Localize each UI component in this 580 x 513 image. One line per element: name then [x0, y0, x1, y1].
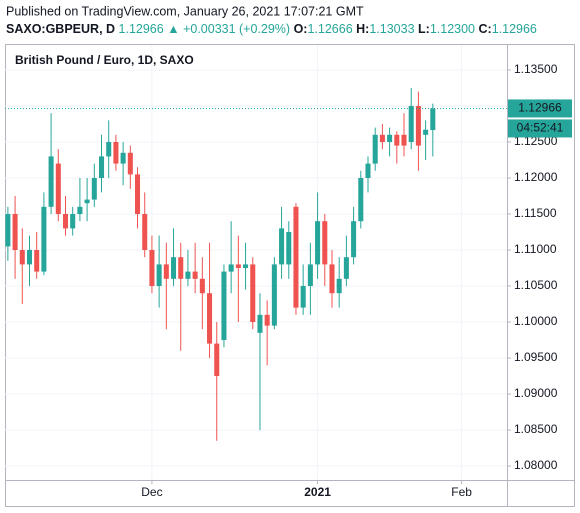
candle-body — [415, 105, 421, 146]
h: 1.13033 — [369, 22, 414, 36]
o: 1.12666 — [307, 22, 352, 36]
y-tick-label: 1.09000 — [514, 386, 558, 400]
candle-body — [135, 174, 141, 215]
candle-body — [423, 129, 429, 135]
candle-body — [387, 134, 393, 142]
symbol-line: SAXO:GBPEUR, D 1.12966 ▲ +0.00331 (+0.29… — [6, 22, 537, 36]
candle-body — [26, 250, 33, 265]
x-tick-label: 2021 — [304, 485, 331, 499]
candle-body — [430, 108, 436, 131]
price: 1.12966 — [119, 22, 164, 36]
x-tick-label: Dec — [141, 485, 162, 499]
candle-body — [171, 257, 177, 279]
published: Published on TradingView.com, January 26… — [6, 4, 364, 18]
candle-body — [214, 343, 220, 377]
countdown-box — [508, 119, 572, 138]
candle-body — [48, 156, 54, 207]
candle-body — [401, 134, 407, 146]
candle-body — [127, 152, 133, 175]
candle-body — [271, 264, 277, 326]
candle-body — [322, 221, 328, 265]
candle-body — [55, 163, 61, 215]
candle-body — [307, 264, 313, 287]
y-tick-label: 1.08000 — [514, 458, 558, 472]
frame — [5, 44, 575, 507]
candle-body — [98, 156, 105, 178]
l: 1.12300 — [430, 22, 475, 36]
candle-body — [279, 228, 285, 265]
y-tick-label: 1.10000 — [514, 314, 558, 328]
candle-body — [12, 214, 18, 251]
candle-body — [365, 163, 371, 178]
y-tick-label: 1.08500 — [514, 422, 558, 436]
c-label: C: — [479, 22, 492, 36]
chart-title: British Pound / Euro, 1D, SAXO — [15, 53, 194, 67]
y-tick-label: 1.11000 — [514, 242, 557, 256]
candle-body — [408, 105, 414, 142]
axes: 1.135001.130001.125001.120001.115001.110… — [141, 62, 572, 499]
candle-body — [315, 221, 321, 265]
last-price-box — [508, 99, 572, 118]
candle-body — [372, 134, 378, 164]
candle-body — [250, 264, 256, 323]
y-tick-label: 1.11500 — [514, 206, 557, 220]
candle-body — [358, 177, 364, 222]
candles — [5, 87, 507, 441]
candle-body — [62, 214, 69, 229]
candle-body — [185, 271, 191, 279]
candle-body — [199, 278, 205, 294]
candle-body — [207, 293, 213, 344]
l-label: L: — [418, 22, 430, 36]
y-tick-label: 1.09500 — [514, 350, 558, 364]
candle-body — [19, 250, 25, 265]
candle-body — [192, 271, 198, 279]
candle-body — [77, 206, 83, 215]
candle-body — [336, 278, 342, 294]
candle-body — [84, 199, 90, 204]
candle-body — [257, 314, 263, 333]
last-price-label: 1.12966 — [518, 101, 562, 115]
candle-body — [91, 177, 97, 200]
candle-body — [70, 214, 76, 229]
c: 1.12966 — [492, 22, 537, 36]
candle-body — [34, 250, 40, 272]
candle-body — [142, 214, 148, 251]
candle-body — [120, 152, 126, 164]
y-tick-label: 1.12500 — [514, 134, 558, 148]
candle-body — [113, 141, 119, 164]
candle-body — [243, 264, 249, 269]
y-tick-label: 1.10500 — [514, 278, 558, 292]
candle-body — [300, 286, 306, 308]
candle-body — [228, 264, 234, 272]
candle-body — [41, 206, 47, 272]
candle-body — [163, 264, 169, 279]
candle-body — [221, 271, 227, 341]
candle-body — [5, 214, 11, 247]
candle-body — [351, 221, 357, 258]
h-label: H: — [356, 22, 369, 36]
candle-body — [264, 314, 270, 326]
o-label: O: — [294, 22, 308, 36]
y-tick-label: 1.12000 — [514, 170, 558, 184]
candle-body — [329, 264, 335, 294]
x-tick-label: Feb — [451, 485, 472, 499]
symbol: SAXO:GBPEUR, D — [6, 22, 115, 36]
candle-body — [149, 250, 155, 287]
y-tick-label: 1.13500 — [514, 62, 558, 76]
candle-body — [343, 257, 349, 279]
candle-body — [156, 264, 162, 287]
candle-body — [293, 206, 299, 308]
candle-body — [286, 232, 292, 265]
countdown-label: 04:52:41 — [517, 121, 564, 135]
candle-body — [178, 257, 184, 279]
arrow: ▲ — [167, 22, 179, 36]
change: +0.00331 (+0.29%) — [183, 22, 290, 36]
candle-body — [235, 264, 241, 269]
candle-body — [106, 141, 112, 157]
candle-body — [379, 134, 385, 142]
candle-body — [394, 134, 400, 146]
